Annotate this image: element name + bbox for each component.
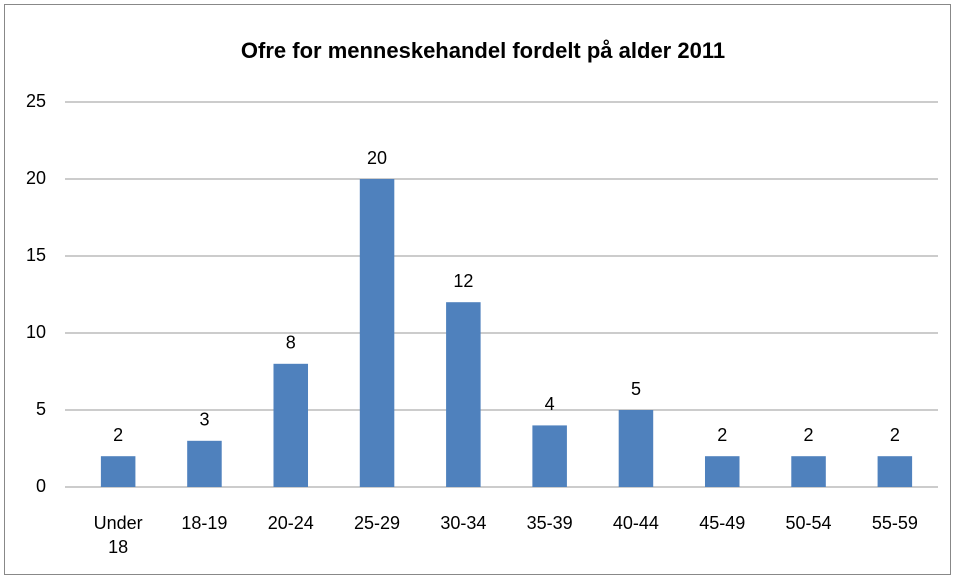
y-tick-label: 15	[26, 245, 46, 265]
data-label: 2	[890, 425, 900, 445]
data-label: 2	[113, 425, 123, 445]
data-label: 20	[367, 148, 387, 168]
x-tick-label: 18-19	[181, 513, 228, 533]
x-tick-label: 35-39	[526, 513, 573, 533]
y-tick-label: 25	[26, 91, 46, 111]
y-tick-label: 20	[26, 168, 46, 188]
bar	[791, 456, 826, 487]
chart-border	[4, 4, 951, 575]
y-tick-label: 10	[26, 322, 46, 342]
data-label: 2	[804, 425, 814, 445]
x-tick-label: 20-24	[267, 513, 314, 533]
x-tick-label: 25-29	[354, 513, 401, 533]
bar	[877, 456, 913, 487]
x-tick-label: 55-59	[871, 513, 918, 533]
x-tick-label: 30-34	[440, 513, 487, 533]
data-label: 5	[631, 379, 641, 399]
y-tick-label: 5	[36, 399, 46, 419]
x-tick-label: 45-49	[699, 513, 746, 533]
bar	[100, 456, 136, 487]
y-tick-label: 0	[36, 476, 46, 496]
bar	[359, 179, 395, 487]
bar	[532, 425, 567, 487]
x-tick-label: Under 18	[93, 513, 143, 557]
data-label: 12	[453, 271, 473, 291]
data-label: 2	[717, 425, 727, 445]
x-tick-label: 50-54	[785, 513, 832, 533]
chart-title: Ofre for menneskehandel fordelt på alder…	[241, 38, 725, 63]
bar	[618, 410, 654, 487]
bar	[446, 302, 481, 487]
bar	[187, 440, 222, 487]
bar	[273, 363, 309, 487]
data-label: 4	[545, 394, 555, 414]
data-label: 3	[199, 410, 209, 430]
data-label: 8	[286, 333, 296, 353]
x-tick-label: 40-44	[612, 513, 659, 533]
bar	[704, 456, 740, 487]
